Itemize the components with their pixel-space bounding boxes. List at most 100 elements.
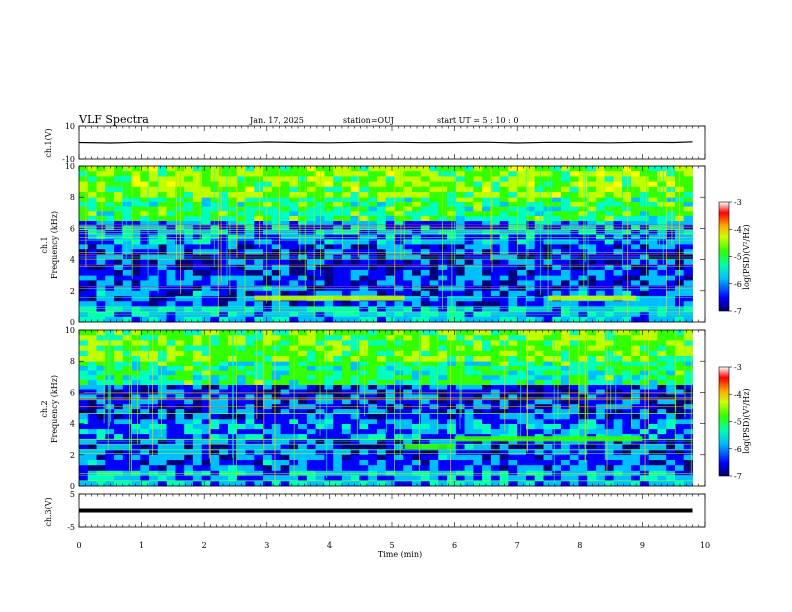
ch2-spec-spectrum-cell xyxy=(412,375,422,381)
ch1-spec-spectrum-cell xyxy=(263,176,273,182)
ch2-spec-spectrum-cell xyxy=(517,429,527,435)
ch2-spec-spectrum-cell xyxy=(429,370,439,376)
ch2-spec-spectrum-cell xyxy=(631,409,641,415)
ch2-spec-spectrum-cell xyxy=(140,345,150,352)
ch2-spec-spectrum-cell xyxy=(368,384,378,390)
ch2-spec-spectrum-cell xyxy=(201,370,211,376)
ch2-spec-spectrum-cell xyxy=(508,361,518,367)
ch2-spec-spectrum-cell xyxy=(648,379,658,385)
ch1-spec-spectrum-cell xyxy=(280,244,290,250)
ch2-spec-spectrum-cell xyxy=(490,399,501,405)
ch2-spec-spectrum-cell xyxy=(534,340,544,346)
ch1-spec-spectrum-cell xyxy=(622,201,632,207)
ch2-spec-spectrum-cell xyxy=(87,465,97,471)
ch1-spec-spectrum-cell xyxy=(394,220,404,226)
ch2-spec-spectrum-cell xyxy=(192,330,203,336)
ch1-ytick-label: 10 xyxy=(65,122,75,131)
ch1-spec-spectrum-cell xyxy=(578,230,588,236)
ch2-spec-spectrum-cell xyxy=(569,414,579,420)
ch2-spec-spectrum-cell xyxy=(166,454,176,461)
ch2-spec-spectrum-cell xyxy=(236,335,246,341)
ch2-spec-spectrum-cell xyxy=(359,470,369,476)
ch1-spec-spectrum-cell xyxy=(639,234,650,240)
ch1-spec-spectrum-cell xyxy=(561,181,571,188)
ch1-spec-spectrum-cell xyxy=(631,181,641,188)
ch2-spec-spectrum-cell xyxy=(105,465,115,471)
ch2-spec-spectrum-cell xyxy=(412,370,422,376)
ch1-spec-spectrum-cell xyxy=(578,239,588,245)
ch1-spec-spectrum-cell xyxy=(526,234,536,240)
ch2-spec-spectrum-cell xyxy=(639,384,650,390)
ch1-spec-spectrum-cell xyxy=(508,197,518,203)
ch1-spec-spectrum-cell xyxy=(236,225,246,231)
ch2-spec-spectrum-cell xyxy=(447,460,457,466)
ch1-spec-spectrum-cell xyxy=(482,215,492,221)
ch2-spec-spectrum-cell xyxy=(569,361,579,367)
ch2-spec-spectrum-cell xyxy=(517,375,527,381)
ch1-spec-spectrum-cell xyxy=(254,181,264,188)
ch1-spec-spectrum-cell xyxy=(631,234,641,240)
ch2-spec-spectrum-cell xyxy=(377,365,387,371)
ch1-spec-spectrum-cell xyxy=(473,215,483,221)
ch2-spec-spectrum-cell xyxy=(438,356,448,362)
ch1-spec-spectrum-cell xyxy=(210,296,220,302)
ch1-spec-spectrum-cell xyxy=(228,316,238,323)
ch2-spec-spectrum-cell xyxy=(122,394,132,400)
ch1-spec-spectrum-cell xyxy=(192,296,203,302)
ch2-spec-spectrum-cell xyxy=(420,356,430,362)
ch1-spec-spectrum-cell xyxy=(569,264,579,271)
ch2-spec-spectrum-cell xyxy=(368,465,378,471)
ch1-spec-spectrum-cell xyxy=(683,301,693,307)
ch2-spec-spectrum-cell xyxy=(394,465,404,471)
ch1-spec-spectrum-cell xyxy=(192,166,203,172)
ch1-spec-spectrum-cell xyxy=(306,270,317,276)
ch1-spec-spectrum-cell xyxy=(368,176,378,182)
ch2-spec-spectrum-cell xyxy=(482,399,492,405)
ch1-spec-spectrum-cell xyxy=(122,211,132,217)
ch1-spec-spectrum-cell xyxy=(394,280,404,286)
ch1-spec-spectrum-cell xyxy=(245,211,255,217)
ch2-spec-spectrum-cell xyxy=(438,384,448,390)
ch2-spec-spectrum-cell xyxy=(657,394,667,400)
ch1-spec-spectrum-cell xyxy=(639,244,650,250)
ch1-spec-spectrum-cell xyxy=(157,259,168,266)
ch1-spec-spectrum-cell xyxy=(526,290,536,297)
ch2-spec-spectrum-cell xyxy=(333,375,343,381)
ch1-spec-spectrum-cell xyxy=(639,290,650,297)
ch2-spec-spectrum-cell xyxy=(140,370,150,376)
ch1-spec-spectrum-cell xyxy=(254,244,264,250)
ch1-spec-spectrum-cell xyxy=(473,249,483,255)
ch1-spec-spectrum-cell xyxy=(508,264,518,271)
ch1-spec-spectrum-cell xyxy=(464,239,474,245)
ch2-spec-spectrum-cell xyxy=(552,429,562,435)
ch2-spec-spectrum-cell xyxy=(236,480,246,487)
ch2-spec-spectrum-cell xyxy=(578,399,588,405)
ch2-spec-spectrum-cell xyxy=(271,370,281,376)
ch2-spec-spectrum-cell xyxy=(569,470,579,476)
ch1-spec-spectrum-cell xyxy=(604,220,614,226)
ch2-spec-spectrum-cell xyxy=(131,424,141,430)
ch1-spec-spectrum-cell xyxy=(526,296,536,302)
ch2-spec-spectrum-cell xyxy=(114,361,124,367)
ch1-spec-spectrum-cell xyxy=(526,220,536,226)
ch2-spec-spectrum-cell xyxy=(569,345,579,352)
ch2-spec-spectrum-cell xyxy=(622,439,632,445)
ch2-spec-spectrum-cell xyxy=(201,475,211,482)
ch1-spec-spectrum-cell xyxy=(394,270,404,276)
ch1-spec-spectrum-cell xyxy=(333,270,343,276)
ch1-spec-spectrum-cell xyxy=(96,316,106,323)
ch1-spec-spectrum-cell xyxy=(561,270,571,276)
ch1-spec-spectrum-cell xyxy=(210,244,220,250)
ch1-spec-spectrum-cell xyxy=(131,296,141,302)
ch2-spec-spectrum-cell xyxy=(455,418,466,425)
ch1-spec-spectrum-cell xyxy=(324,239,334,245)
ch1-spec-spectrum-cell xyxy=(228,234,238,240)
ch2-spec-spectrum-cell xyxy=(271,356,281,362)
ch2-spec-spectrum-cell xyxy=(324,340,334,346)
ch1-spec-spectrum-cell xyxy=(271,181,281,188)
ch2-spec-spectrum-cell xyxy=(140,434,150,440)
ch2-spec-spectrum-cell xyxy=(473,480,483,487)
ch2-spec-spectrum-cell xyxy=(587,424,597,430)
ch2-spec-spectrum-cell xyxy=(201,439,211,445)
ch2-spec-spectrum-cell xyxy=(114,409,124,415)
